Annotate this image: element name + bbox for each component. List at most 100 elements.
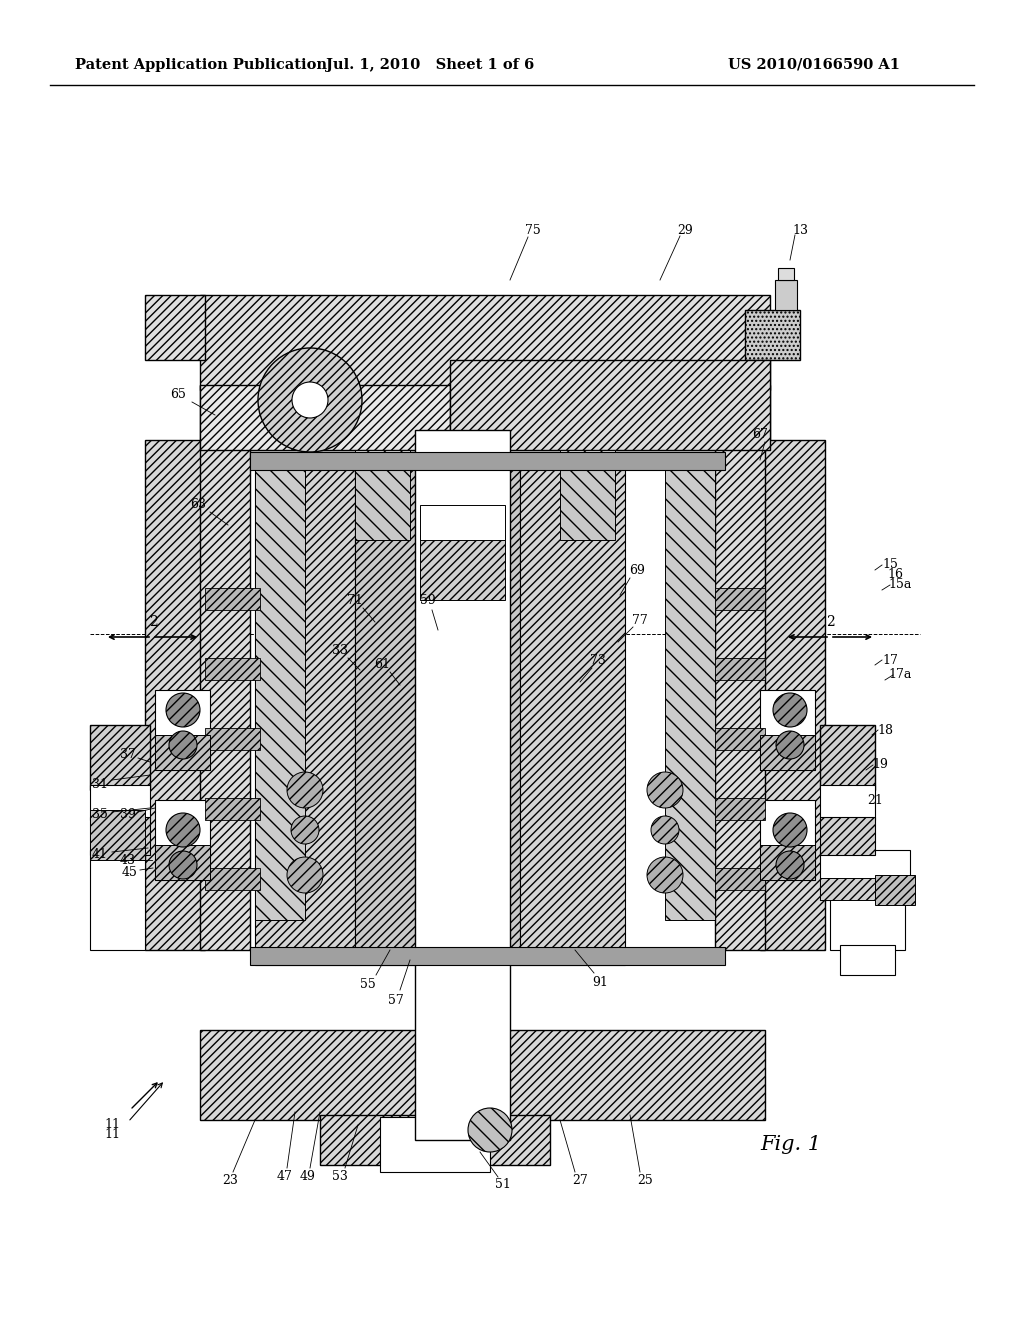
Bar <box>415 430 510 1140</box>
Text: 37: 37 <box>120 748 136 762</box>
Text: 47: 47 <box>278 1171 293 1184</box>
Bar <box>520 455 625 965</box>
Text: Fig. 1: Fig. 1 <box>760 1135 821 1155</box>
Circle shape <box>287 857 323 894</box>
Text: 63: 63 <box>190 499 206 511</box>
Bar <box>200 385 450 450</box>
Circle shape <box>773 813 807 847</box>
Bar <box>715 440 765 950</box>
Bar <box>90 850 145 950</box>
Text: 43: 43 <box>120 854 136 866</box>
Circle shape <box>647 772 683 808</box>
Bar <box>205 657 260 680</box>
Text: 31: 31 <box>92 779 108 792</box>
Bar <box>355 450 410 540</box>
Bar <box>90 785 150 820</box>
Circle shape <box>776 731 804 759</box>
Circle shape <box>647 857 683 894</box>
Bar <box>200 385 770 450</box>
Text: 17a: 17a <box>888 668 911 681</box>
Text: 16: 16 <box>887 569 903 582</box>
Bar <box>355 455 520 965</box>
Circle shape <box>468 1107 512 1152</box>
Bar <box>380 1117 490 1172</box>
Bar <box>205 869 260 890</box>
Bar <box>830 895 905 950</box>
Bar <box>820 878 910 900</box>
Bar <box>420 535 505 601</box>
Text: 18: 18 <box>877 723 893 737</box>
Bar <box>255 470 305 920</box>
Circle shape <box>651 816 679 843</box>
Text: 27: 27 <box>572 1173 588 1187</box>
Bar <box>874 875 915 906</box>
Circle shape <box>169 731 197 759</box>
Bar <box>90 725 150 789</box>
Bar <box>205 587 260 610</box>
Bar <box>200 294 770 389</box>
Bar <box>420 506 505 540</box>
Text: 39: 39 <box>120 808 136 821</box>
Circle shape <box>773 693 807 727</box>
Text: 71: 71 <box>347 594 362 606</box>
Bar <box>760 735 815 770</box>
Bar <box>155 735 210 770</box>
Text: 75: 75 <box>525 223 541 236</box>
Circle shape <box>166 693 200 727</box>
Text: 45: 45 <box>122 866 138 879</box>
Bar <box>90 817 150 855</box>
Text: 19: 19 <box>872 759 888 771</box>
Text: 11: 11 <box>104 1118 120 1131</box>
Text: 73: 73 <box>590 653 606 667</box>
Text: 55: 55 <box>360 978 376 991</box>
Bar <box>715 869 765 890</box>
Bar <box>840 945 895 975</box>
Text: 25: 25 <box>637 1173 653 1187</box>
Text: US 2010/0166590 A1: US 2010/0166590 A1 <box>728 58 900 73</box>
Text: 59: 59 <box>420 594 436 606</box>
Text: 17: 17 <box>882 653 898 667</box>
Bar <box>205 729 260 750</box>
Bar <box>560 450 615 540</box>
Bar <box>820 850 910 900</box>
Bar <box>775 280 797 310</box>
Bar <box>760 800 815 880</box>
Text: 91: 91 <box>592 975 608 989</box>
Bar <box>820 725 874 789</box>
Text: 2: 2 <box>825 615 835 630</box>
Text: 11: 11 <box>104 1129 120 1142</box>
Text: 41: 41 <box>92 849 108 862</box>
Bar <box>760 845 815 880</box>
Bar <box>250 451 725 470</box>
Text: 13: 13 <box>792 223 808 236</box>
Bar <box>665 470 715 920</box>
Circle shape <box>166 813 200 847</box>
Bar <box>200 440 250 950</box>
Bar <box>250 946 725 965</box>
Circle shape <box>292 381 328 418</box>
Text: 77: 77 <box>632 614 648 627</box>
Bar <box>715 799 765 820</box>
Bar <box>255 455 355 965</box>
Bar <box>90 810 145 861</box>
Bar <box>820 817 874 855</box>
Bar <box>450 360 770 450</box>
Text: 65: 65 <box>170 388 186 401</box>
Text: 23: 23 <box>222 1173 238 1187</box>
Bar <box>155 800 210 880</box>
Circle shape <box>291 816 319 843</box>
Text: 29: 29 <box>677 223 693 236</box>
Bar <box>205 799 260 820</box>
Text: Patent Application Publication: Patent Application Publication <box>75 58 327 73</box>
Text: 15: 15 <box>882 558 898 572</box>
Text: 33: 33 <box>332 644 348 656</box>
Circle shape <box>287 772 323 808</box>
Text: 57: 57 <box>388 994 403 1006</box>
Bar <box>745 310 800 360</box>
Text: 61: 61 <box>374 659 390 672</box>
Bar <box>145 440 205 950</box>
Text: 51: 51 <box>495 1179 511 1192</box>
Bar <box>778 268 794 280</box>
Bar <box>715 587 765 610</box>
Bar <box>145 294 205 360</box>
